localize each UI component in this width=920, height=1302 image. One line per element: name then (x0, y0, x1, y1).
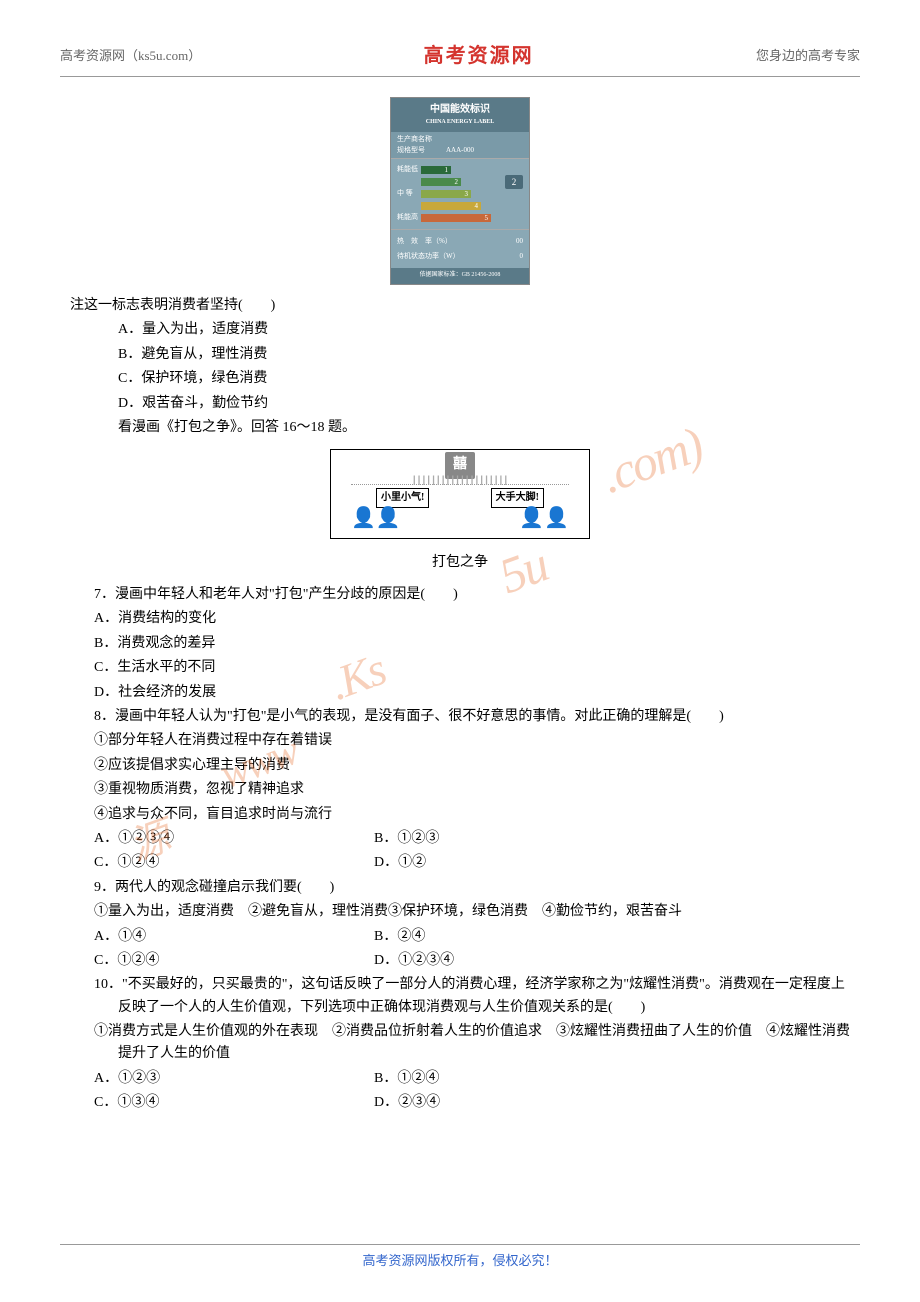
q8-option-c: C．①②④ (94, 852, 374, 874)
q8-option-a: A．①②③④ (94, 828, 374, 850)
header-tagline: 您身边的高考专家 (756, 46, 860, 67)
q6-option-a: A．量入为出，适度消费 (70, 319, 850, 341)
q8-item-1: ①部分年轻人在消费过程中存在着错误 (70, 730, 850, 752)
q8-item-3: ③重视物质消费，忽视了精神追求 (70, 779, 850, 801)
energy-label-table: 热 效 率（%） 00 待机状态功率（W） 0 (391, 229, 529, 268)
comic-figure: 囍 ┃┃┃┃┃┃┃┃┃┃┃┃┃┃┃┃┃┃┃┃ 小里小气! 大手大脚! 👤👤 👤👤… (70, 449, 850, 574)
energy-label-title: 中国能效标识 CHINA ENERGY LABEL (391, 98, 529, 132)
q10-option-b: B．①②④ (374, 1068, 439, 1090)
q8-stem: 8．漫画中年轻人认为"打包"是小气的表现，是没有面子、很不好意思的事情。对此正确… (94, 706, 850, 728)
energy-label-info: 生产商名称 规格型号 AAA-000 (391, 132, 529, 159)
comic-title: 打包之争 (70, 552, 850, 574)
q10-items: ①消费方式是人生价值观的外在表现 ②消费品位折射着人生的价值追求 ③炫耀性消费扭… (94, 1021, 850, 1066)
document-body: 中国能效标识 CHINA ENERGY LABEL 生产商名称 规格型号 AAA… (60, 97, 860, 1115)
energy-label-bars: 耗能低 1 2 2 中 等 3 4 耗能高 5 (391, 159, 529, 229)
q8-item-4: ④追求与众不同，盲目追求时尚与流行 (70, 804, 850, 826)
comic-people-left: 👤👤 (351, 502, 401, 534)
q10-stem: 10．"不买最好的，只买最贵的"，这句话反映了一部分人的消费心理，经济学家称之为… (94, 974, 850, 1019)
q7-option-b: B．消费观念的差异 (70, 633, 850, 655)
q6-option-d: D．艰苦奋斗，勤俭节约 (70, 393, 850, 415)
q7-option-c: C．生活水平的不同 (70, 657, 850, 679)
q9-option-b: B．②④ (374, 926, 425, 948)
q10-option-a: A．①②③ (94, 1068, 374, 1090)
q8-item-2: ②应该提倡求实心理主导的消费 (70, 755, 850, 777)
comic-people-right: 👤👤 (519, 502, 569, 534)
page-footer: 高考资源网版权所有，侵权必究！ (60, 1244, 860, 1272)
q8-option-b: B．①②③ (374, 828, 439, 850)
q9-option-a: A．①④ (94, 926, 374, 948)
header-site: 高考资源网（ks5u.com） (60, 46, 201, 67)
comic-intro: 看漫画《打包之争》。回答 16～18 题。 (70, 417, 850, 439)
energy-label-figure: 中国能效标识 CHINA ENERGY LABEL 生产商名称 规格型号 AAA… (390, 97, 530, 285)
page-header: 高考资源网（ks5u.com） 高考资源网 您身边的高考专家 (60, 40, 860, 77)
q6-option-b: B．避免盲从，理性消费 (70, 344, 850, 366)
q6-option-c: C．保护环境，绿色消费 (70, 368, 850, 390)
q7-option-a: A．消费结构的变化 (70, 608, 850, 630)
q9-items: ①量入为出，适度消费 ②避免盲从，理性消费③保护环境，绿色消费 ④勤俭节约，艰苦… (94, 901, 850, 923)
q9-option-d: D．①②③④ (374, 950, 454, 972)
q9-stem: 9．两代人的观念碰撞启示我们要( ) (70, 877, 850, 899)
energy-label-footer: 依据国家标准：GB 21456-2008 (391, 268, 529, 284)
q7-option-d: D．社会经济的发展 (70, 682, 850, 704)
q10-option-d: D．②③④ (374, 1092, 440, 1114)
q6-stem: 注这一标志表明消费者坚持( ) (70, 295, 850, 317)
q9-option-c: C．①②④ (94, 950, 374, 972)
energy-indicator: 2 (505, 175, 523, 189)
header-title: 高考资源网 (424, 40, 534, 72)
q10-option-c: C．①③④ (94, 1092, 374, 1114)
q8-option-d: D．①② (374, 852, 426, 874)
q7-stem: 7．漫画中年轻人和老年人对"打包"产生分歧的原因是( ) (70, 584, 850, 606)
